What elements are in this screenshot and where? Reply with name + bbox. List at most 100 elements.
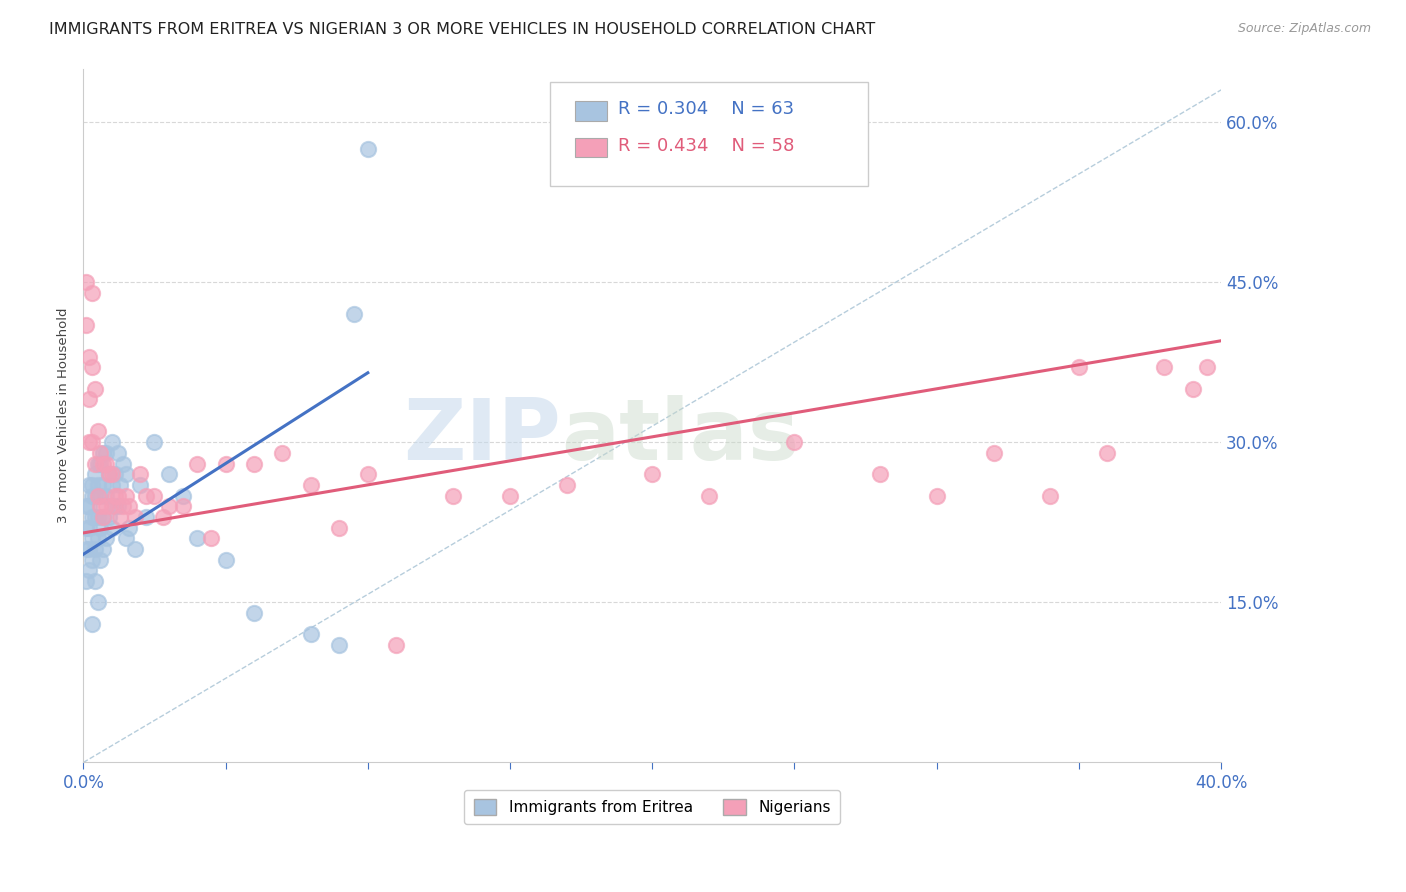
Point — [783, 435, 806, 450]
Point — [357, 142, 380, 156]
Point — [80, 478, 103, 492]
Point — [83, 574, 105, 588]
Point — [101, 467, 124, 482]
Point — [555, 478, 578, 492]
Point — [135, 509, 157, 524]
Point — [101, 435, 124, 450]
Point — [94, 446, 117, 460]
Point — [86, 489, 108, 503]
Point — [1153, 360, 1175, 375]
Point — [89, 446, 111, 460]
Point — [243, 457, 266, 471]
Point — [186, 531, 208, 545]
Point — [83, 489, 105, 503]
Point — [328, 520, 350, 534]
Point — [172, 500, 194, 514]
Point — [107, 489, 129, 503]
Point — [129, 478, 152, 492]
FancyBboxPatch shape — [550, 82, 869, 186]
Point — [271, 446, 294, 460]
Text: R = 0.304    N = 63: R = 0.304 N = 63 — [619, 100, 794, 118]
Point — [112, 457, 135, 471]
Point — [75, 318, 97, 332]
Point — [75, 500, 97, 514]
Point — [91, 457, 114, 471]
Point — [200, 531, 222, 545]
Y-axis label: 3 or more Vehicles in Household: 3 or more Vehicles in Household — [58, 308, 70, 524]
Point — [641, 467, 664, 482]
Bar — [575, 101, 607, 120]
Point — [80, 285, 103, 300]
Point — [143, 435, 166, 450]
Point — [299, 478, 322, 492]
Point — [83, 457, 105, 471]
Point — [441, 489, 464, 503]
Point — [98, 467, 121, 482]
Point — [80, 616, 103, 631]
Point — [91, 509, 114, 524]
Point — [98, 509, 121, 524]
Text: atlas: atlas — [561, 395, 800, 478]
Point — [75, 574, 97, 588]
Point — [86, 595, 108, 609]
Point — [107, 446, 129, 460]
Point — [124, 541, 146, 556]
Point — [77, 350, 100, 364]
Point — [77, 520, 100, 534]
Point — [124, 509, 146, 524]
Point — [328, 638, 350, 652]
Point — [118, 500, 141, 514]
Point — [101, 520, 124, 534]
Point — [91, 541, 114, 556]
Point — [214, 457, 236, 471]
Point — [112, 500, 135, 514]
Point — [80, 489, 103, 503]
Point — [157, 500, 180, 514]
Point — [91, 446, 114, 460]
Point — [925, 489, 948, 503]
Legend: Immigrants from Eritrea, Nigerians: Immigrants from Eritrea, Nigerians — [464, 790, 841, 824]
Point — [94, 457, 117, 471]
Point — [129, 467, 152, 482]
Point — [1181, 382, 1204, 396]
Point — [107, 500, 129, 514]
Bar — [575, 138, 607, 157]
Point — [86, 509, 108, 524]
Point — [143, 489, 166, 503]
Point — [214, 552, 236, 566]
Point — [91, 509, 114, 524]
Point — [94, 531, 117, 545]
Point — [77, 563, 100, 577]
Point — [77, 500, 100, 514]
Point — [77, 435, 100, 450]
Point — [80, 509, 103, 524]
Point — [86, 531, 108, 545]
Point — [243, 606, 266, 620]
Point — [110, 509, 132, 524]
Point — [104, 500, 127, 514]
Point — [157, 467, 180, 482]
Point — [104, 489, 127, 503]
Point — [110, 478, 132, 492]
Point — [83, 541, 105, 556]
Point — [1097, 446, 1119, 460]
Point — [75, 541, 97, 556]
Point — [1195, 360, 1218, 375]
Point — [115, 489, 138, 503]
Point — [1039, 489, 1062, 503]
Point — [101, 478, 124, 492]
Point — [499, 489, 522, 503]
Point — [1067, 360, 1090, 375]
Point — [299, 627, 322, 641]
Point — [94, 500, 117, 514]
Text: IMMIGRANTS FROM ERITREA VS NIGERIAN 3 OR MORE VEHICLES IN HOUSEHOLD CORRELATION : IMMIGRANTS FROM ERITREA VS NIGERIAN 3 OR… — [49, 22, 876, 37]
Point — [342, 307, 364, 321]
Point — [94, 489, 117, 503]
Point — [89, 489, 111, 503]
Point — [115, 467, 138, 482]
Point — [869, 467, 891, 482]
Point — [80, 552, 103, 566]
Point — [89, 457, 111, 471]
Point — [80, 435, 103, 450]
Point — [152, 509, 174, 524]
